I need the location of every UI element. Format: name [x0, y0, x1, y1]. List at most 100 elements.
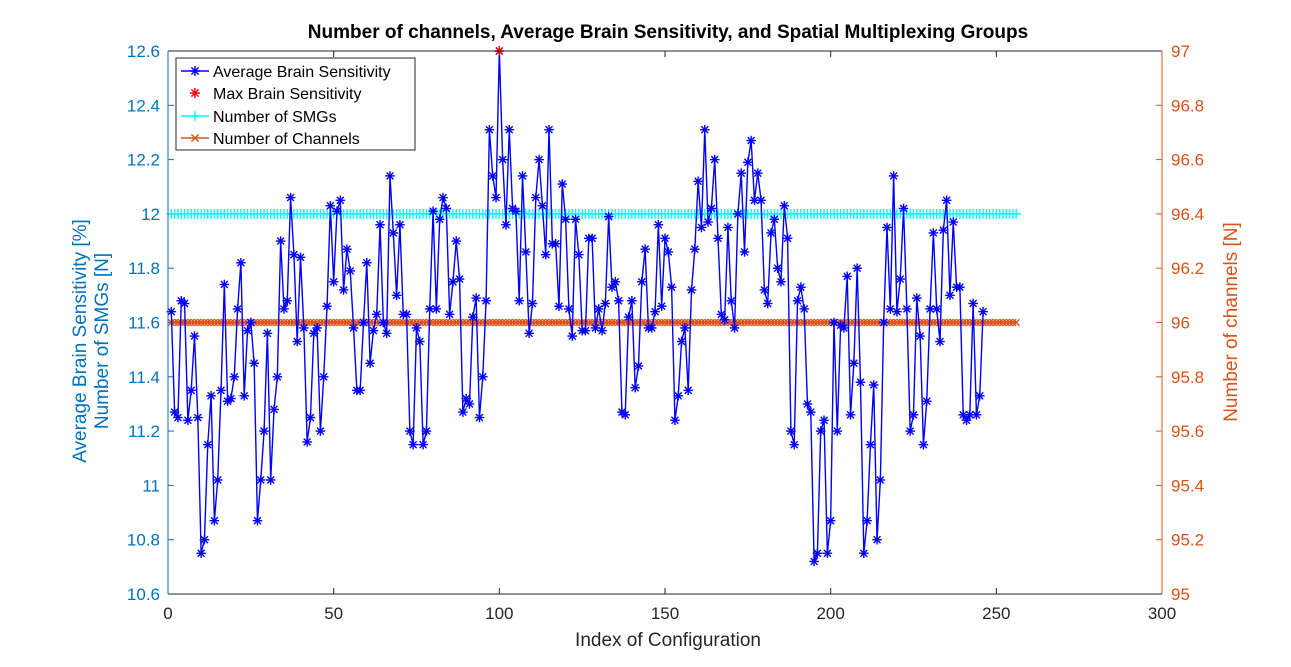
channels-point: [757, 318, 765, 327]
right-y-tick-label: 95.8: [1171, 368, 1204, 387]
sensitivity-point: [600, 298, 611, 309]
sensitivity-point: [693, 176, 703, 187]
sensitivity-point: [756, 195, 766, 206]
channels-point: [465, 318, 474, 327]
sensitivity-point: [477, 372, 488, 382]
sensitivity-point: [219, 279, 230, 290]
sensitivity-point: [888, 171, 899, 181]
sensitivity-point: [845, 410, 856, 420]
channels-point: [336, 318, 345, 327]
sensitivity-point: [769, 214, 780, 225]
legend-marker-sensitivity: [190, 66, 200, 76]
channels-point: [674, 318, 682, 327]
channels-point: [813, 318, 822, 327]
sensitivity-point: [246, 317, 256, 328]
sensitivity-point: [325, 200, 336, 211]
sensitivity-point: [931, 304, 942, 314]
right-y-axis-ticks: 95 95.2 95.4 95.6 95.8 96 96.2 96.4 96.6 96.8 97: [1156, 42, 1204, 604]
sensitivity-point: [540, 249, 551, 260]
channels-point: [266, 318, 275, 327]
sensitivity-point: [388, 228, 399, 238]
right-y-axis-label: Number of channels [N]: [1221, 222, 1242, 422]
sensitivity-point: [464, 399, 475, 409]
x-tick-label: 50: [324, 604, 343, 623]
channels-point: [777, 318, 785, 327]
sensitivity-point: [719, 314, 730, 325]
channels-point: [1009, 318, 1017, 327]
sensitivity-point: [431, 304, 442, 314]
sensitivity-point: [421, 426, 432, 436]
channels-point: [326, 318, 335, 327]
channels-point: [763, 318, 772, 327]
left-y-axis-ticks: 10.6 10.8 11 11.2 11.4 11.6 11.8 12 12.2 12.4 12.6: [127, 42, 174, 604]
channels-point: [585, 318, 593, 327]
sensitivity-point: [275, 236, 286, 246]
channels-point: [545, 318, 553, 327]
channels-point: [1012, 318, 1020, 327]
channels-point: [737, 318, 745, 327]
channels-point: [316, 318, 325, 327]
channels-point: [197, 318, 205, 327]
sensitivity-point: [597, 325, 607, 336]
sensitivity-point: [935, 336, 945, 347]
channels-point: [889, 318, 898, 327]
channels-point: [677, 318, 686, 327]
channels-point: [306, 318, 315, 327]
channels-point: [691, 318, 699, 327]
sensitivity-point: [454, 274, 465, 284]
sensitivity-point: [574, 249, 584, 260]
channels-point: [518, 318, 527, 327]
sensitivity-point: [650, 306, 660, 317]
sensitivity-point: [713, 233, 723, 244]
sensitivity-point: [743, 157, 753, 168]
channels-point: [611, 318, 620, 327]
channels-point: [734, 318, 742, 327]
sensitivity-point: [961, 415, 972, 426]
channels-point: [995, 318, 1004, 327]
sensitivity-point: [332, 206, 342, 216]
channels-point: [257, 318, 265, 327]
channels-point: [767, 318, 775, 327]
channels-point: [409, 318, 417, 327]
sensitivity-point: [451, 236, 462, 246]
sensitivity-point: [703, 217, 713, 227]
channels-point: [873, 318, 881, 327]
right-y-tick-label: 95.2: [1171, 531, 1204, 550]
sensitivity-point: [839, 323, 849, 333]
sensitivity-point: [199, 534, 210, 545]
channels-point: [538, 318, 547, 327]
sensitivity-point: [759, 285, 770, 295]
sensitivity-point: [255, 475, 266, 485]
sensitivity-point: [633, 361, 644, 371]
sensitivity-point: [504, 124, 515, 135]
channels-point: [754, 318, 762, 327]
sensitivity-point: [766, 228, 776, 238]
sensitivity-point: [428, 206, 438, 216]
channels-point: [561, 318, 570, 327]
channels-point: [701, 318, 709, 327]
sensitivity-point: [242, 325, 253, 336]
x-tick-label: 0: [163, 604, 172, 623]
sensitivity-point: [209, 515, 220, 526]
channels-point: [273, 318, 282, 327]
legend-box: [175, 57, 416, 151]
channels-point: [896, 318, 904, 327]
channels-point: [999, 318, 1007, 327]
channels-point: [412, 318, 421, 327]
right-y-tick-label: 95.6: [1171, 422, 1204, 441]
sensitivity-point: [279, 304, 289, 314]
channels-point: [462, 318, 470, 327]
sensitivity-point: [908, 410, 919, 420]
channels-point: [667, 318, 676, 327]
sensitivity-point: [802, 399, 813, 409]
sensitivity-point: [637, 276, 647, 287]
legend-label-sensitivity: Average Brain Sensitivity: [213, 64, 391, 81]
sensitivity-point: [338, 285, 349, 295]
channels-point: [551, 318, 560, 327]
channels-point: [992, 318, 1001, 327]
channels-point: [435, 318, 444, 327]
sensitivity-point: [683, 385, 693, 396]
sensitivity-point: [342, 244, 352, 254]
sensitivity-point: [729, 323, 740, 333]
sensitivity-point: [564, 304, 574, 314]
